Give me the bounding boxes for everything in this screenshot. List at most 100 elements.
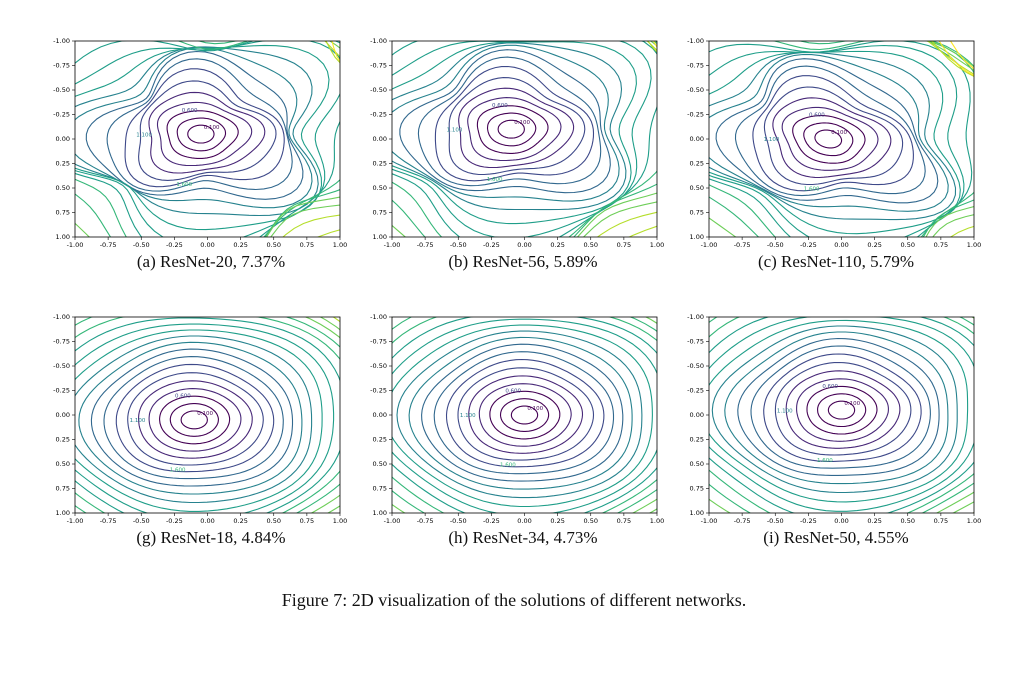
contour-line [392, 44, 620, 202]
x-tick-label: -1.00 [67, 241, 84, 249]
x-tick-label: 0.25 [867, 241, 881, 249]
contour-line [75, 329, 323, 512]
x-tick-label: 0.50 [901, 517, 915, 525]
contour-line [709, 41, 974, 237]
contour-line [75, 41, 340, 237]
x-tick-label: 0.75 [300, 517, 314, 525]
contour-line [392, 41, 657, 237]
y-tick-label: -0.50 [370, 86, 387, 94]
contour-line [781, 106, 879, 171]
contour-line [75, 317, 340, 513]
contour-panel-g: 0.1000.6001.1001.600-1.001.00-0.750.75-0… [53, 313, 347, 525]
contour-label: 0.100 [844, 401, 860, 407]
contour-line [772, 97, 892, 179]
contour-line [817, 393, 867, 428]
x-tick-label: 1.00 [967, 241, 981, 249]
contour-line [166, 110, 239, 159]
y-tick-label: -0.25 [53, 387, 70, 395]
x-tick-label: 0.75 [617, 517, 631, 525]
x-tick-label: -1.00 [701, 517, 718, 525]
contour-line [159, 395, 231, 445]
x-tick-label: 0.50 [267, 241, 281, 249]
contour-label: 1.600 [817, 458, 833, 464]
contour-line [180, 410, 208, 430]
y-tick-label: 0.25 [373, 436, 387, 444]
contour-line [138, 80, 277, 181]
x-tick-label: 0.50 [584, 517, 598, 525]
x-tick-label: -0.25 [166, 241, 183, 249]
contour-line [715, 58, 939, 204]
x-tick-label: 1.00 [333, 241, 347, 249]
contour-line [75, 44, 330, 231]
y-tick-label: 0.00 [56, 135, 70, 143]
contour-line [596, 41, 657, 237]
contour-line [785, 370, 901, 449]
contour-label: 0.100 [527, 406, 543, 412]
x-tick-label: -0.50 [133, 517, 150, 525]
y-tick-label: 1.00 [56, 509, 70, 517]
y-tick-label: -0.50 [687, 362, 704, 370]
y-tick-label: 0.75 [56, 209, 70, 217]
contour-line [115, 363, 275, 473]
contour-line [75, 323, 335, 513]
contour-line [752, 75, 914, 192]
y-tick-label: -0.75 [687, 62, 704, 70]
contour-line [806, 385, 878, 435]
contour-line [709, 44, 965, 237]
x-tick-label: 0.25 [550, 517, 564, 525]
x-tick-label: -0.25 [800, 241, 817, 249]
x-tick-label: 0.50 [584, 241, 598, 249]
contour-line [750, 345, 931, 469]
contour-line [156, 101, 253, 167]
x-tick-label: -0.75 [734, 241, 751, 249]
x-tick-label: -0.50 [767, 241, 784, 249]
y-tick-label: 0.25 [373, 160, 387, 168]
contour-line [792, 115, 866, 164]
contour-line [709, 317, 974, 513]
contour-line [467, 97, 562, 162]
y-tick-label: -0.75 [687, 338, 704, 346]
y-tick-label: 0.75 [373, 485, 387, 493]
y-tick-label: -0.75 [53, 62, 70, 70]
y-tick-label: 0.75 [690, 485, 704, 493]
contour-line [709, 317, 974, 513]
x-tick-label: 1.00 [650, 517, 664, 525]
contour-figure: 0.100 0.600 1.100 1.600 -1.00 1.00 -0.75 0.75 -0… [53, 37, 981, 525]
contour-label: 0.100 [197, 411, 213, 417]
contour-line [75, 46, 319, 217]
y-tick-label: 1.00 [373, 233, 387, 241]
contour-line [926, 41, 974, 237]
y-tick-label: -1.00 [687, 37, 704, 45]
contour-panel-h: 0.1000.6001.1001.600-1.001.00-0.750.75-0… [370, 313, 664, 525]
contour-line [331, 41, 340, 63]
contour-line [85, 50, 304, 200]
y-tick-label: 0.75 [373, 209, 387, 217]
contour-line [434, 65, 595, 182]
contour-line [392, 317, 657, 513]
y-tick-label: -0.25 [53, 111, 70, 119]
panel-caption-b: (b) ResNet-56, 5.89% [448, 252, 598, 271]
panel-caption-h: (h) ResNet-34, 4.73% [448, 528, 598, 547]
y-tick-label: 0.25 [56, 160, 70, 168]
contour-line [392, 41, 657, 237]
y-tick-label: -0.25 [370, 387, 387, 395]
y-tick-label: 0.75 [690, 209, 704, 217]
contour-line [448, 77, 586, 176]
contour-label: 0.600 [182, 108, 198, 114]
contour-label: 0.100 [514, 120, 530, 126]
contour-label: 1.100 [130, 418, 146, 424]
x-tick-label: 0.75 [934, 517, 948, 525]
contour-line [497, 119, 525, 139]
contour-line [711, 325, 958, 494]
x-tick-label: 0.75 [300, 241, 314, 249]
contour-line [724, 331, 949, 485]
y-tick-label: 0.50 [373, 184, 387, 192]
x-tick-label: 0.00 [200, 241, 214, 249]
contour-line [75, 41, 340, 237]
contour-line [75, 41, 340, 237]
contour-line [392, 41, 657, 237]
contour-line [408, 336, 633, 490]
y-tick-label: 0.25 [690, 160, 704, 168]
contour-panel-i: 0.1000.6001.1001.600-1.001.00-0.750.75-0… [687, 313, 981, 525]
contour-line [709, 41, 974, 237]
